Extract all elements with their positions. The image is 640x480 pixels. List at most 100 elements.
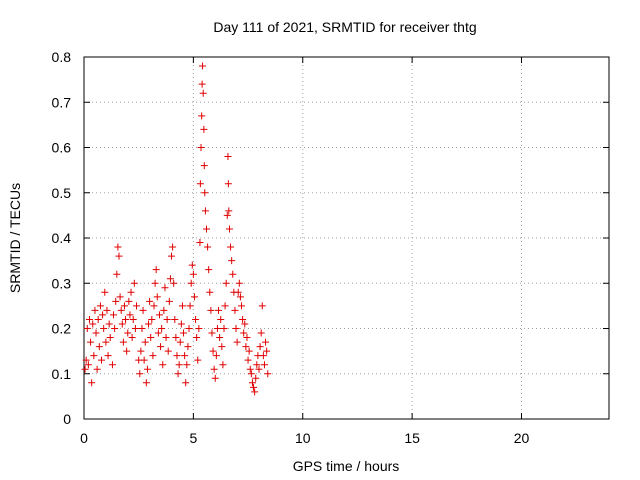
- data-point: [143, 365, 151, 373]
- data-point: [113, 270, 121, 278]
- data-point: [224, 153, 232, 161]
- data-point: [96, 302, 104, 310]
- y-tick-label: 0.8: [52, 49, 72, 65]
- data-point: [239, 315, 247, 323]
- data-point: [149, 352, 157, 360]
- data-point: [123, 347, 131, 355]
- data-point: [100, 325, 108, 332]
- data-point: [210, 365, 218, 373]
- data-point: [92, 329, 100, 337]
- data-point: [253, 361, 261, 369]
- data-point: [90, 352, 98, 360]
- data-point: [91, 306, 99, 314]
- data-point: [215, 306, 223, 314]
- data-point: [111, 325, 119, 332]
- data-point: [136, 370, 144, 378]
- data-point: [192, 315, 200, 323]
- data-point: [198, 80, 206, 88]
- data-point: [200, 125, 208, 133]
- data-point: [88, 379, 96, 387]
- x-tick-labels: 0 5 10 15 20: [80, 430, 529, 446]
- x-tick-label: 10: [295, 430, 311, 446]
- data-point: [101, 288, 109, 296]
- data-point: [183, 361, 191, 369]
- data-point: [94, 315, 102, 323]
- y-tick-label: 0.6: [52, 140, 72, 156]
- data-point: [162, 334, 170, 342]
- data-point: [163, 315, 171, 323]
- data-point: [176, 338, 184, 346]
- data-point: [216, 334, 224, 342]
- data-point: [188, 261, 196, 269]
- data-point: [219, 361, 227, 369]
- data-point: [145, 320, 153, 328]
- data-point: [229, 270, 237, 278]
- data-point: [220, 325, 228, 332]
- data-point: [89, 320, 97, 328]
- data-point: [212, 352, 220, 360]
- y-tick-label: 0: [63, 411, 71, 427]
- data-point: [186, 302, 194, 310]
- data-point: [180, 329, 188, 337]
- data-point: [194, 356, 202, 364]
- data-point: [207, 306, 215, 314]
- data-point: [87, 338, 95, 346]
- data-point: [148, 315, 156, 323]
- data-point: [182, 379, 190, 387]
- data-point: [200, 162, 208, 170]
- data-point: [129, 315, 137, 323]
- data-points: [81, 62, 272, 396]
- data-point: [128, 334, 136, 342]
- data-point: [263, 347, 271, 355]
- data-point: [234, 288, 242, 296]
- data-point: [81, 365, 89, 373]
- data-point: [127, 288, 135, 296]
- data-point: [154, 329, 162, 337]
- data-point: [103, 306, 111, 314]
- data-point: [84, 361, 92, 369]
- data-point: [174, 370, 182, 378]
- y-tick-label: 0.4: [52, 230, 72, 246]
- data-point: [164, 347, 172, 355]
- data-point: [165, 297, 173, 305]
- data-point: [258, 302, 266, 310]
- data-point: [205, 266, 213, 274]
- data-point: [231, 306, 239, 314]
- chart-title: Day 111 of 2021, SRMTID for receiver tht…: [213, 19, 476, 35]
- y-tick-label: 0.7: [52, 94, 72, 110]
- data-point: [201, 207, 209, 215]
- data-point: [142, 379, 150, 387]
- data-point: [240, 329, 248, 337]
- data-point: [217, 315, 225, 323]
- data-point: [169, 243, 177, 251]
- data-point: [221, 302, 229, 310]
- data-point: [150, 302, 158, 310]
- data-point: [232, 325, 240, 332]
- data-point: [102, 338, 110, 346]
- x-tick-label: 20: [514, 430, 530, 446]
- data-point: [124, 329, 132, 337]
- data-point: [122, 315, 130, 323]
- data-point: [259, 352, 267, 360]
- data-point: [131, 325, 139, 332]
- data-point: [146, 297, 154, 305]
- y-axis-title: SRMTID / TECUs: [7, 183, 23, 293]
- data-point: [175, 361, 183, 369]
- data-point: [224, 180, 232, 188]
- data-point: [119, 338, 127, 346]
- data-point: [233, 338, 241, 346]
- x-tick-label: 15: [404, 430, 420, 446]
- data-point: [161, 284, 169, 292]
- data-point: [151, 279, 159, 287]
- data-point: [244, 356, 252, 364]
- y-tick-label: 0.5: [52, 185, 72, 201]
- data-point: [251, 388, 259, 396]
- data-point: [223, 211, 231, 219]
- data-point: [126, 311, 134, 319]
- data-point: [117, 306, 125, 314]
- data-point: [209, 347, 217, 355]
- data-point: [256, 343, 264, 351]
- data-point: [185, 325, 193, 332]
- data-point: [168, 252, 175, 260]
